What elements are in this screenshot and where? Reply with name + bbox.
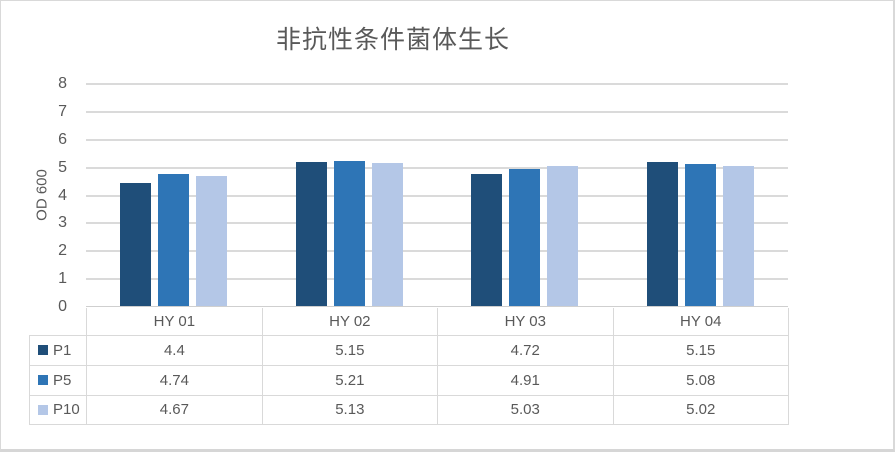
bars-layer [86, 84, 788, 306]
value-cell-p1-hy-01: 4.4 [86, 334, 263, 366]
table-row-p5: P5 4.74 5.21 4.91 5.08 [28, 364, 789, 396]
table-header-row: HY 01 HY 02 HY 03 HY 04 [30, 308, 789, 336]
gridline-7 [86, 110, 788, 113]
category-header-hy-02: HY 02 [261, 308, 439, 336]
category-header-hy-04: HY 04 [612, 308, 789, 336]
legend-key-cell-p10[interactable]: P10 [28, 394, 88, 425]
gridline-4 [86, 194, 788, 197]
legend-label-p5: P5 [53, 371, 72, 389]
data-table: HY 01 HY 02 HY 03 HY 04 P1 4.4 5.15 4.72 5.15 P5 4… [28, 308, 789, 425]
bar-p1-hy-02[interactable] [295, 162, 327, 306]
legend-label-p10: P10 [53, 401, 80, 418]
plot-area [86, 83, 788, 307]
value-cell-p1-hy-04: 5.15 [612, 334, 789, 366]
value-cell-p10-hy-01: 4.67 [86, 394, 263, 425]
category-header-hy-01: HY 01 [86, 308, 263, 336]
legend-entry: P5 [38, 372, 86, 389]
value-cell-p5-hy-04: 5.08 [612, 364, 789, 396]
y-tick-label-3: 3 [58, 214, 67, 232]
bar-p1-hy-04[interactable] [646, 162, 678, 306]
bar-p1-hy-01[interactable] [120, 183, 152, 306]
legend-entry: P1 [38, 342, 86, 359]
y-tick-label-6: 6 [58, 130, 67, 148]
bar-group-hy-04 [613, 84, 789, 306]
gridline-5 [86, 166, 788, 169]
y-axis-tick-labels: 0 1 2 3 4 5 6 7 8 [1, 75, 67, 315]
y-tick-label-2: 2 [58, 242, 67, 260]
legend-swatch-p5 [38, 375, 48, 385]
chart-title: 非抗性条件菌体生长 [275, 26, 510, 54]
y-tick-label-7: 7 [58, 102, 67, 120]
bar-p1-hy-03[interactable] [471, 174, 503, 306]
legend-key-cell-p1[interactable]: P1 [28, 334, 88, 366]
bar-group-hy-03 [437, 84, 613, 306]
gridline-8 [86, 83, 788, 85]
value-cell-p1-hy-03: 4.72 [437, 334, 614, 366]
legend-entry: P10 [38, 401, 86, 418]
bar-group-hy-01 [86, 84, 262, 306]
bar-p10-hy-01[interactable] [196, 176, 228, 306]
bar-p10-hy-02[interactable] [371, 163, 403, 306]
table-row-p1: P1 4.4 5.15 4.72 5.15 [28, 334, 789, 366]
bar-group-hy-02 [262, 84, 438, 306]
value-cell-p1-hy-02: 5.15 [261, 334, 439, 366]
y-tick-label-1: 1 [58, 270, 67, 288]
y-tick-label-4: 4 [58, 186, 67, 204]
bar-p5-hy-01[interactable] [158, 174, 190, 306]
bar-p10-hy-03[interactable] [547, 166, 579, 306]
value-cell-p10-hy-03: 5.03 [437, 394, 614, 425]
bar-p5-hy-03[interactable] [509, 169, 541, 306]
category-header-hy-03: HY 03 [437, 308, 614, 336]
gridline-1 [86, 278, 788, 281]
table-row-p10: P10 4.67 5.13 5.03 5.02 [28, 394, 789, 425]
gridline-3 [86, 222, 788, 225]
legend-swatch-p10 [38, 404, 48, 415]
gridline-6 [86, 138, 788, 141]
bar-p10-hy-04[interactable] [722, 166, 754, 306]
gridline-2 [86, 250, 788, 253]
y-tick-label-8: 8 [58, 75, 67, 92]
value-cell-p5-hy-01: 4.74 [86, 364, 263, 396]
legend-swatch-p1 [38, 345, 48, 355]
y-tick-label-0: 0 [58, 298, 67, 315]
legend-key-cell-p5[interactable]: P5 [28, 364, 88, 396]
value-cell-p5-hy-02: 5.21 [261, 364, 439, 396]
value-cell-p10-hy-02: 5.13 [261, 394, 439, 425]
bar-p5-hy-02[interactable] [333, 161, 365, 306]
value-cell-p10-hy-04: 5.02 [612, 394, 789, 425]
bar-p5-hy-04[interactable] [684, 164, 716, 306]
value-cell-p5-hy-03: 4.91 [437, 364, 614, 396]
legend-label-p1: P1 [53, 341, 72, 359]
table-corner-cell [30, 308, 87, 335]
y-tick-label-5: 5 [58, 158, 67, 176]
